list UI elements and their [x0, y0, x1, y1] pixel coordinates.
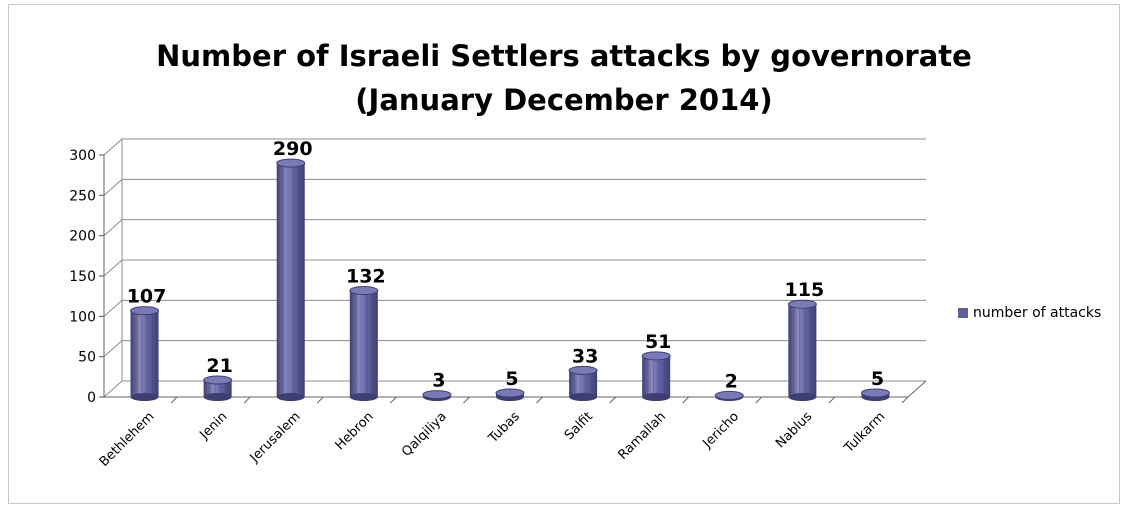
bar [203, 375, 233, 401]
bar [130, 306, 160, 401]
bar-top [787, 299, 817, 309]
x-tick-mark [243, 396, 251, 404]
bar [714, 390, 744, 401]
legend-swatch [958, 308, 968, 318]
data-label: 33 [572, 345, 598, 367]
bar [276, 158, 306, 401]
bar-top [714, 390, 744, 400]
bar-top [276, 158, 306, 168]
x-tick-mark [390, 396, 397, 404]
bar-top [422, 390, 452, 400]
bar-body [276, 163, 305, 397]
x-tick-mark [536, 396, 543, 404]
bar-top [203, 375, 233, 385]
bar [641, 351, 671, 401]
gridline-depth [103, 340, 123, 358]
gridline-depth [103, 299, 123, 317]
bar-body [203, 380, 232, 397]
x-tick-label: Bethlehem [97, 409, 158, 470]
gridline-depth [103, 219, 123, 237]
gridline-depth [103, 259, 123, 277]
data-label: 5 [871, 368, 884, 390]
bar [568, 365, 598, 401]
data-label: 21 [206, 355, 232, 377]
x-tick-label: Hebron [333, 409, 377, 453]
x-tick-label: Tulkarm [841, 409, 888, 456]
y-tick-label: 300 [69, 148, 96, 164]
legend: number of attacks [958, 305, 1101, 321]
bar-layer [130, 158, 890, 401]
chart-title-line2: (January December 2014) [355, 83, 773, 117]
bar-top [641, 351, 671, 361]
y-tick-label: 250 [69, 188, 96, 204]
x-tick-mark [828, 396, 836, 404]
bar-body [349, 290, 378, 397]
gridline-depth [103, 178, 123, 196]
bar [860, 388, 890, 401]
x-tick-label: Jerusalem [247, 409, 304, 466]
data-label: 3 [432, 370, 445, 392]
bar-top [130, 306, 160, 316]
bar-base [642, 393, 671, 401]
data-label: 290 [273, 138, 313, 160]
x-tick-mark [463, 396, 470, 404]
bar-base [569, 393, 598, 401]
bar-base [276, 393, 305, 401]
x-tick-mark [901, 396, 909, 404]
bar-top [860, 388, 890, 398]
legend-label: number of attacks [973, 305, 1102, 321]
bar-top [349, 286, 379, 296]
bar [787, 299, 817, 401]
bar-top [495, 388, 525, 398]
x-tick-label: Salfit [562, 409, 596, 443]
data-label: 5 [505, 368, 518, 390]
bar [495, 388, 525, 401]
x-tick-mark [609, 396, 616, 404]
chart-title-line1: Number of Israeli Settlers attacks by go… [156, 39, 972, 73]
bar-body [130, 310, 159, 397]
x-tick-label: Jenin [197, 409, 231, 443]
y-tick-label: 150 [69, 269, 96, 285]
data-label: 115 [785, 279, 825, 301]
x-tick-mark [170, 396, 178, 404]
x-tick-label: Ramallah [615, 409, 669, 463]
x-axis-depth [907, 380, 927, 398]
bar-top [568, 365, 598, 375]
x-tick-label: Jericho [700, 409, 743, 452]
x-tick-mark [755, 396, 763, 404]
label-layer: 0 50 100 150 200 250 300 107 Bethlehem 21 Jenin 290… [69, 138, 888, 470]
chart-title: Number of Israeli Settlers attacks by go… [0, 34, 1128, 122]
x-tick-label: Qalqiliya [399, 409, 450, 460]
x-tick-label: Nablus [773, 409, 815, 451]
bar-base [349, 393, 378, 401]
y-tick-label: 200 [69, 229, 96, 245]
x-tick-label: Tubas [485, 409, 523, 447]
bar-body [642, 355, 671, 397]
bar [422, 390, 452, 401]
bar-base [788, 393, 817, 401]
bar-base [130, 393, 159, 401]
data-label: 2 [725, 370, 738, 392]
x-tick-mark [316, 396, 324, 404]
bar-body [788, 304, 817, 397]
y-tick-label: 50 [78, 350, 96, 366]
data-label: 107 [127, 286, 167, 308]
gridline-depth [103, 138, 123, 156]
gridline-depth [103, 380, 123, 398]
chart-frame [8, 4, 1120, 504]
data-label: 51 [645, 331, 671, 353]
x-tick-mark [682, 396, 690, 404]
bar [349, 286, 379, 401]
bar-base [203, 393, 232, 401]
y-tick-label: 0 [87, 390, 96, 406]
y-tick-label: 100 [69, 309, 96, 325]
grid-layer [99, 138, 927, 404]
data-label: 132 [346, 266, 386, 288]
